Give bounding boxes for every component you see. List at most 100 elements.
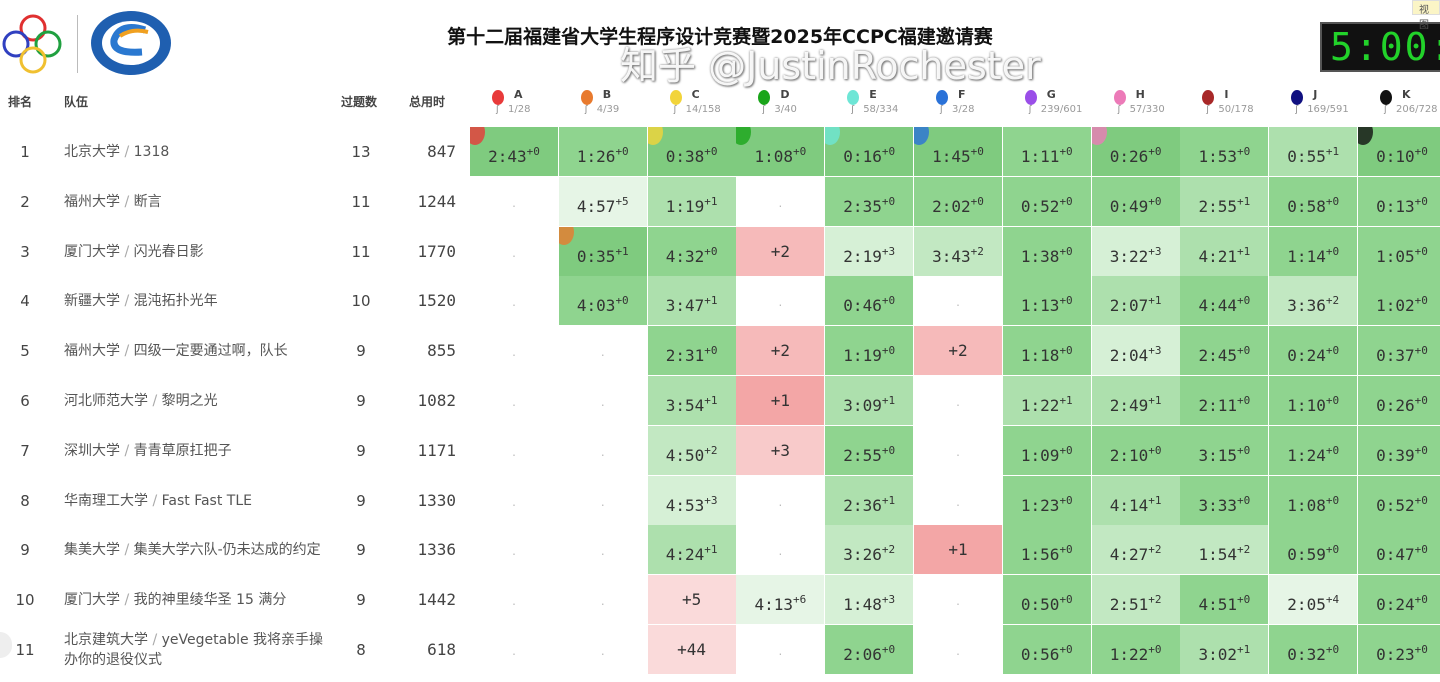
submission-cell-B[interactable]: 4:57+5: [558, 176, 647, 226]
submission-cell-J[interactable]: 1:08+0: [1269, 475, 1358, 525]
submission-cell-I[interactable]: 2:45+0: [1180, 326, 1269, 376]
submission-cell-A[interactable]: .: [470, 176, 558, 226]
submission-cell-K[interactable]: 0:24+0: [1358, 575, 1440, 625]
submission-cell-F[interactable]: .: [914, 575, 1002, 625]
submission-cell-K[interactable]: 0:10+0: [1358, 127, 1440, 176]
submission-cell-K[interactable]: 0:23+0: [1358, 625, 1440, 674]
submission-cell-H[interactable]: 2:10+0: [1091, 425, 1180, 475]
submission-cell-I[interactable]: 1:54+2: [1180, 525, 1269, 575]
submission-cell-A[interactable]: .: [470, 525, 558, 575]
table-row[interactable]: 8 华南理工大学 / Fast Fast TLE 9 1330.. 4:53+3.…: [0, 475, 1440, 526]
submission-cell-J[interactable]: 0:32+0: [1269, 625, 1358, 674]
submission-cell-B[interactable]: 0:35+1: [558, 226, 647, 276]
submission-cell-G[interactable]: 1:09+0: [1002, 425, 1091, 475]
submission-cell-D[interactable]: .: [736, 525, 825, 575]
submission-cell-H[interactable]: 4:14+1: [1091, 475, 1180, 525]
submission-cell-H[interactable]: 0:49+0: [1091, 176, 1180, 226]
submission-cell-B[interactable]: .: [558, 425, 647, 475]
submission-cell-B[interactable]: .: [558, 475, 647, 525]
header-penalty[interactable]: 总用时: [409, 95, 446, 109]
submission-cell-C[interactable]: 2:31+0: [647, 326, 736, 376]
submission-cell-E[interactable]: 2:06+0: [825, 625, 914, 674]
submission-cell-D[interactable]: +3: [736, 425, 825, 475]
submission-cell-G[interactable]: 1:23+0: [1002, 475, 1091, 525]
submission-cell-E[interactable]: 3:26+2: [825, 525, 914, 575]
submission-cell-B[interactable]: .: [558, 525, 647, 575]
problem-header-K[interactable]: ʃ K 206/728: [1358, 86, 1440, 126]
submission-cell-F[interactable]: .: [914, 475, 1002, 525]
submission-cell-C[interactable]: 1:19+1: [647, 176, 736, 226]
submission-cell-I[interactable]: 3:15+0: [1180, 425, 1269, 475]
problem-header-E[interactable]: ʃ E 58/334: [825, 86, 914, 126]
submission-cell-B[interactable]: .: [558, 575, 647, 625]
submission-cell-I[interactable]: 3:33+0: [1180, 475, 1269, 525]
team-cell[interactable]: 深圳大学 / 青青草原扛把子: [64, 442, 232, 459]
submission-cell-B[interactable]: .: [558, 326, 647, 376]
header-team[interactable]: 队伍: [64, 95, 89, 109]
team-cell[interactable]: 福州大学 / 四级一定要通过啊，队长: [64, 343, 288, 360]
submission-cell-K[interactable]: 1:05+0: [1358, 226, 1440, 276]
table-row[interactable]: 2 福州大学 / 断言 11 1244. 4:57+5 1:19+1. 2:35+0 2…: [0, 176, 1440, 227]
submission-cell-C[interactable]: 4:24+1: [647, 525, 736, 575]
submission-cell-H[interactable]: 2:49+1: [1091, 376, 1180, 425]
submission-cell-E[interactable]: 0:16+0: [825, 127, 914, 176]
table-row[interactable]: 6 河北师范大学 / 黎明之光 9 1082.. 3:54+1 +1 3:09+1. 1…: [0, 376, 1440, 426]
submission-cell-I[interactable]: 2:11+0: [1180, 376, 1269, 425]
team-cell[interactable]: 厦门大学 / 我的神里绫华圣 15 满分: [64, 592, 287, 609]
submission-cell-J[interactable]: 2:05+4: [1269, 575, 1358, 625]
submission-cell-K[interactable]: 0:52+0: [1358, 475, 1440, 525]
problem-header-B[interactable]: ʃ B 4/39: [559, 86, 648, 126]
table-row[interactable]: 9 集美大学 / 集美大学六队-仍未达成的约定 9 1336.. 4:24+1. 3…: [0, 525, 1440, 575]
submission-cell-D[interactable]: +1: [736, 376, 825, 425]
problem-header-J[interactable]: ʃ J 169/591: [1269, 86, 1358, 126]
submission-cell-G[interactable]: 1:56+0: [1002, 525, 1091, 575]
submission-cell-F[interactable]: .: [914, 376, 1002, 425]
submission-cell-E[interactable]: 2:36+1: [825, 475, 914, 525]
submission-cell-J[interactable]: 1:10+0: [1269, 376, 1358, 425]
submission-cell-C[interactable]: +44: [647, 625, 736, 674]
submission-cell-A[interactable]: .: [470, 425, 558, 475]
submission-cell-D[interactable]: .: [736, 625, 825, 674]
team-cell[interactable]: 华南理工大学 / Fast Fast TLE: [64, 492, 252, 509]
submission-cell-J[interactable]: 3:36+2: [1269, 276, 1358, 326]
submission-cell-F[interactable]: .: [914, 625, 1002, 674]
team-cell[interactable]: 北京大学 / 1318: [64, 144, 170, 160]
submission-cell-A[interactable]: .: [470, 276, 558, 326]
submission-cell-D[interactable]: .: [736, 276, 825, 326]
submission-cell-D[interactable]: .: [736, 176, 825, 226]
submission-cell-A[interactable]: .: [470, 326, 558, 376]
submission-cell-I[interactable]: 1:53+0: [1180, 127, 1269, 176]
table-row[interactable]: 11 北京建筑大学 / yeVegetable 我将亲手操办你的退役仪式 8 6…: [0, 625, 1440, 675]
submission-cell-F[interactable]: 1:45+0: [914, 127, 1002, 176]
problem-header-C[interactable]: ʃ C 14/158: [648, 86, 737, 126]
submission-cell-D[interactable]: +2: [736, 226, 825, 276]
submission-cell-F[interactable]: +2: [914, 326, 1002, 376]
table-row[interactable]: 1 北京大学 / 1318 13 847 2:43+0 1:26+0 0:38+0 1:…: [0, 127, 1440, 177]
submission-cell-J[interactable]: 0:24+0: [1269, 326, 1358, 376]
submission-cell-G[interactable]: 1:18+0: [1002, 326, 1091, 376]
submission-cell-E[interactable]: 2:55+0: [825, 425, 914, 475]
submission-cell-F[interactable]: +1: [914, 525, 1002, 575]
submission-cell-C[interactable]: +5: [647, 575, 736, 625]
submission-cell-C[interactable]: 3:54+1: [647, 376, 736, 425]
table-row[interactable]: 3 厦门大学 / 闪光春日影 11 1770. 0:35+1 4:32+0 +2 2:1…: [0, 226, 1440, 277]
submission-cell-C[interactable]: 4:32+0: [647, 226, 736, 276]
problem-header-H[interactable]: ʃ H 57/330: [1092, 86, 1181, 126]
team-cell[interactable]: 河北师范大学 / 黎明之光: [64, 393, 218, 409]
submission-cell-D[interactable]: 4:13+6: [736, 575, 825, 625]
submission-cell-B[interactable]: 4:03+0: [558, 276, 647, 326]
submission-cell-I[interactable]: 4:21+1: [1180, 226, 1269, 276]
submission-cell-E[interactable]: 3:09+1: [825, 376, 914, 425]
submission-cell-K[interactable]: 0:13+0: [1358, 176, 1440, 226]
submission-cell-F[interactable]: 2:02+0: [914, 176, 1002, 226]
table-row[interactable]: 7 深圳大学 / 青青草原扛把子 9 1171.. 4:50+2 +3 2:55+0.…: [0, 425, 1440, 476]
submission-cell-H[interactable]: 0:26+0: [1091, 127, 1180, 176]
submission-cell-E[interactable]: 1:48+3: [825, 575, 914, 625]
submission-cell-E[interactable]: 2:35+0: [825, 176, 914, 226]
submission-cell-G[interactable]: 1:22+1: [1002, 376, 1091, 425]
submission-cell-K[interactable]: 0:37+0: [1358, 326, 1440, 376]
submission-cell-C[interactable]: 0:38+0: [647, 127, 736, 176]
problem-header-G[interactable]: ʃ G 239/601: [1003, 86, 1092, 126]
submission-cell-J[interactable]: 0:58+0: [1269, 176, 1358, 226]
submission-cell-H[interactable]: 2:07+1: [1091, 276, 1180, 326]
